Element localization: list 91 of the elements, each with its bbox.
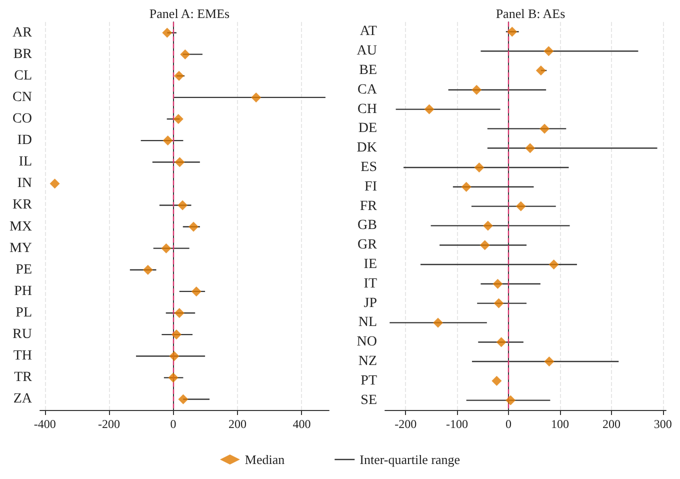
y-tick-label: AT [360, 24, 378, 40]
point [162, 28, 172, 38]
y-tick-label: ZA [13, 392, 33, 407]
point [174, 70, 184, 81]
y-tick-label: GB [358, 218, 377, 234]
point [548, 260, 559, 270]
point [461, 182, 472, 192]
point [191, 286, 202, 296]
x-tick-label: 100 [550, 417, 569, 431]
point [492, 278, 503, 289]
chart-title: Panel A: EMEs [149, 6, 230, 21]
point [492, 376, 502, 386]
x-tick-label: -400 [34, 417, 56, 431]
point [474, 162, 484, 172]
y-tick-label: IT [364, 276, 378, 292]
y-tick-label: NO [356, 334, 377, 350]
y-tick-label: TR [14, 370, 33, 386]
y-tick-label: MX [9, 219, 32, 234]
x-tick-label: -200 [394, 417, 417, 431]
y-tick-label: RU [12, 327, 32, 342]
point [496, 337, 506, 348]
y-tick-label: BR [13, 46, 33, 62]
point [171, 330, 182, 340]
y-tick-label: NL [358, 315, 377, 330]
point [50, 178, 60, 189]
y-tick-label: CO [12, 112, 32, 126]
x-tick-label: 200 [228, 417, 246, 431]
y-tick-label: JP [364, 296, 378, 311]
y-tick-label: FR [360, 198, 378, 214]
y-tick-label: GR [358, 238, 378, 253]
y-tick-label: CL [14, 68, 32, 84]
y-tick-label: CN [12, 90, 32, 105]
point [169, 351, 180, 362]
point [472, 84, 482, 95]
legend-label: Median [244, 452, 286, 467]
y-tick-label: SE [360, 392, 377, 408]
y-tick-label: CH [358, 102, 377, 117]
y-tick-label: DK [356, 140, 377, 156]
y-tick-label: ID [17, 133, 32, 148]
x-tick-label: 0 [170, 417, 176, 431]
y-tick-label: KR [12, 198, 33, 213]
y-tick-label: PE [16, 262, 32, 278]
point [168, 372, 178, 383]
point [544, 46, 554, 56]
point [516, 201, 526, 212]
point [188, 222, 198, 232]
point [162, 136, 173, 146]
y-tick-label: NZ [358, 354, 377, 369]
point [174, 308, 184, 318]
y-tick-label: MY [9, 240, 32, 256]
y-tick-label: DE [358, 121, 377, 136]
text: Inter-quartile range [360, 452, 460, 467]
point [142, 264, 153, 275]
point [174, 157, 185, 168]
y-tick-label: AR [12, 25, 33, 40]
y-tick-label: TH [13, 348, 32, 364]
point [178, 394, 188, 404]
point [506, 395, 516, 406]
point [544, 356, 554, 366]
point [173, 114, 184, 124]
point [482, 220, 493, 231]
point [251, 92, 262, 102]
x-tick-label: 0 [506, 417, 512, 431]
x-tick-label: 400 [292, 417, 311, 431]
y-tick-label: PH [14, 284, 32, 299]
point [180, 49, 190, 60]
y-tick-label: PL [16, 306, 32, 320]
point [161, 243, 172, 254]
point [507, 26, 518, 37]
y-tick-label: PT [360, 373, 378, 388]
x-tick-label: 200 [602, 417, 620, 431]
y-tick-label: CA [358, 82, 378, 98]
point [424, 104, 434, 114]
point [480, 240, 490, 250]
point [525, 143, 536, 154]
x-tick-label: 300 [654, 417, 672, 431]
point [494, 298, 504, 308]
x-tick-label: -200 [98, 417, 120, 431]
y-tick-label: IL [18, 154, 32, 170]
y-tick-label: FI [364, 179, 378, 194]
y-tick-label: IE [364, 257, 377, 272]
y-tick-label: AU [356, 44, 377, 59]
point [536, 66, 546, 76]
x-tick-label: -100 [446, 417, 468, 431]
point [178, 200, 188, 210]
point [540, 124, 550, 134]
y-tick-label: BE [359, 63, 377, 78]
y-tick-label: IN [17, 176, 32, 192]
y-tick-label: ES [360, 160, 377, 175]
point [433, 318, 444, 328]
chart-title: Panel B: AEs [496, 6, 566, 21]
